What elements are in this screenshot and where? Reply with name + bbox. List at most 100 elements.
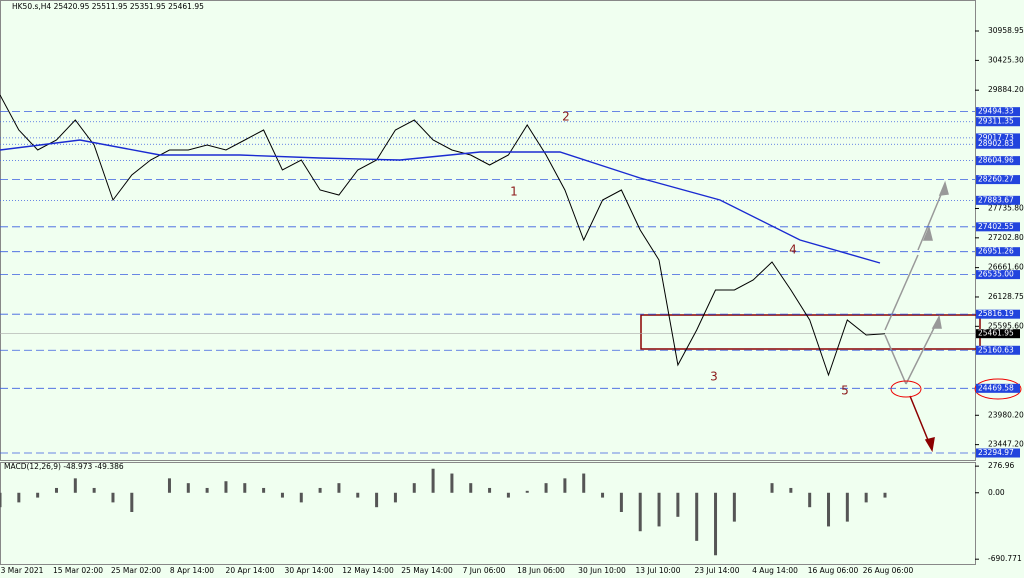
x-tick-label: 4 Aug 14:00	[752, 566, 798, 575]
macd-bar	[73, 478, 77, 493]
y-tick-label: 30958.95	[988, 26, 1024, 35]
macd-bar	[412, 483, 416, 493]
current-price-label: 25461.95	[978, 329, 1014, 338]
macd-bar	[431, 468, 435, 493]
macd-bar	[243, 483, 247, 493]
macd-bar	[883, 492, 887, 498]
level-tag	[976, 247, 1020, 257]
level-label: 25160.63	[978, 345, 1014, 354]
macd-bar	[450, 473, 454, 493]
y-tick-label: 29884.20	[988, 85, 1024, 94]
macd-bar	[695, 492, 699, 541]
y-tick-label: 276.96	[988, 461, 1014, 470]
macd-bar	[224, 481, 228, 493]
target-ellipse	[974, 378, 1022, 400]
macd-bar	[375, 492, 379, 508]
level-label: 26951.26	[978, 247, 1014, 256]
macd-bar	[770, 483, 774, 493]
macd-bar	[676, 492, 680, 517]
macd-bar	[544, 483, 548, 493]
y-tick-label: 27735.80	[988, 203, 1024, 212]
x-tick-label: 23 Jul 14:00	[695, 566, 740, 575]
macd-bar	[337, 483, 341, 493]
macd-bar	[619, 492, 623, 512]
macd-bar	[205, 487, 209, 493]
level-label: 29494.33	[978, 107, 1014, 116]
macd-bar	[36, 492, 40, 498]
wave-label: 3	[710, 370, 718, 384]
macd-bar	[469, 483, 473, 493]
macd-bar	[393, 492, 397, 503]
level-tag	[976, 156, 1020, 166]
macd-bar	[356, 492, 360, 498]
macd-bar	[506, 492, 510, 498]
macd-bar	[638, 492, 642, 532]
range-box	[640, 314, 981, 350]
level-label: 28902.83	[978, 139, 1014, 148]
x-tick-label: 13 Jul 10:00	[636, 566, 681, 575]
level-tag	[976, 222, 1020, 232]
macd-bar	[488, 487, 492, 493]
level-label: 28604.96	[978, 156, 1014, 165]
moving-average	[0, 139, 881, 264]
level-tag	[976, 383, 1020, 393]
wave-label: 5	[841, 384, 849, 398]
macd-bar	[17, 492, 21, 503]
level-tag	[976, 270, 1020, 280]
projection-arrows	[884, 180, 949, 453]
target-ellipse	[890, 380, 922, 398]
macd-bar	[808, 492, 812, 508]
macd-bar	[525, 490, 529, 493]
macd-bar	[864, 492, 868, 503]
level-tag	[976, 309, 1020, 319]
macd-bar	[827, 492, 831, 527]
y-tick-label: 30425.30	[988, 55, 1024, 64]
macd-bar	[111, 492, 115, 503]
x-tick-label: 15 Mar 02:00	[53, 566, 103, 575]
x-tick-label: 25 May 14:00	[401, 566, 453, 575]
y-tick-label: 27202.80	[988, 233, 1024, 242]
wave-label: 4	[789, 243, 797, 257]
level-label: 29017.73	[978, 133, 1014, 142]
macd-bar	[582, 473, 586, 493]
y-tick-label: 23980.20	[988, 410, 1024, 419]
wave-label: 2	[562, 110, 570, 124]
chart-title: HK50.s,H4 25420.95 25511.95 25351.95 254…	[12, 2, 204, 11]
level-tag	[976, 117, 1020, 127]
x-tick-label: 30 Jun 10:00	[578, 566, 626, 575]
macd-bar	[262, 487, 266, 493]
macd-bar	[186, 483, 190, 493]
x-tick-label: 16 Aug 06:00	[808, 566, 859, 575]
x-tick-label: 3 Mar 2021	[1, 566, 44, 575]
level-label: 26535.00	[978, 270, 1014, 279]
macd-bar	[318, 487, 322, 493]
x-tick-label: 30 Apr 14:00	[285, 566, 334, 575]
macd-bar	[789, 487, 793, 493]
level-label: 25816.19	[978, 309, 1014, 318]
macd-bar	[657, 492, 661, 527]
level-tag	[976, 345, 1020, 355]
main-frame	[0, 0, 976, 461]
macd-bar	[92, 487, 96, 493]
y-tick-label: 23447.20	[988, 440, 1024, 449]
level-label: 29311.35	[978, 117, 1014, 126]
macd-bar	[714, 492, 718, 556]
macd-bar	[845, 492, 849, 522]
macd-bar	[299, 492, 303, 503]
y-tick-label: -690.771	[988, 554, 1022, 563]
wave-label: 1	[510, 185, 518, 199]
macd-bar	[732, 492, 736, 522]
macd-bar	[54, 487, 58, 493]
level-label: 27402.55	[978, 222, 1014, 231]
macd-bar	[130, 492, 134, 512]
x-tick-label: 20 Apr 14:00	[226, 566, 275, 575]
x-tick-label: 8 Apr 14:00	[170, 566, 214, 575]
macd-bar	[280, 492, 284, 498]
level-label: 24469.58	[978, 383, 1014, 392]
level-label: 23294.97	[978, 448, 1014, 457]
level-tag	[976, 107, 1020, 117]
level-tag	[976, 139, 1020, 149]
x-tick-label: 12 May 14:00	[342, 566, 394, 575]
